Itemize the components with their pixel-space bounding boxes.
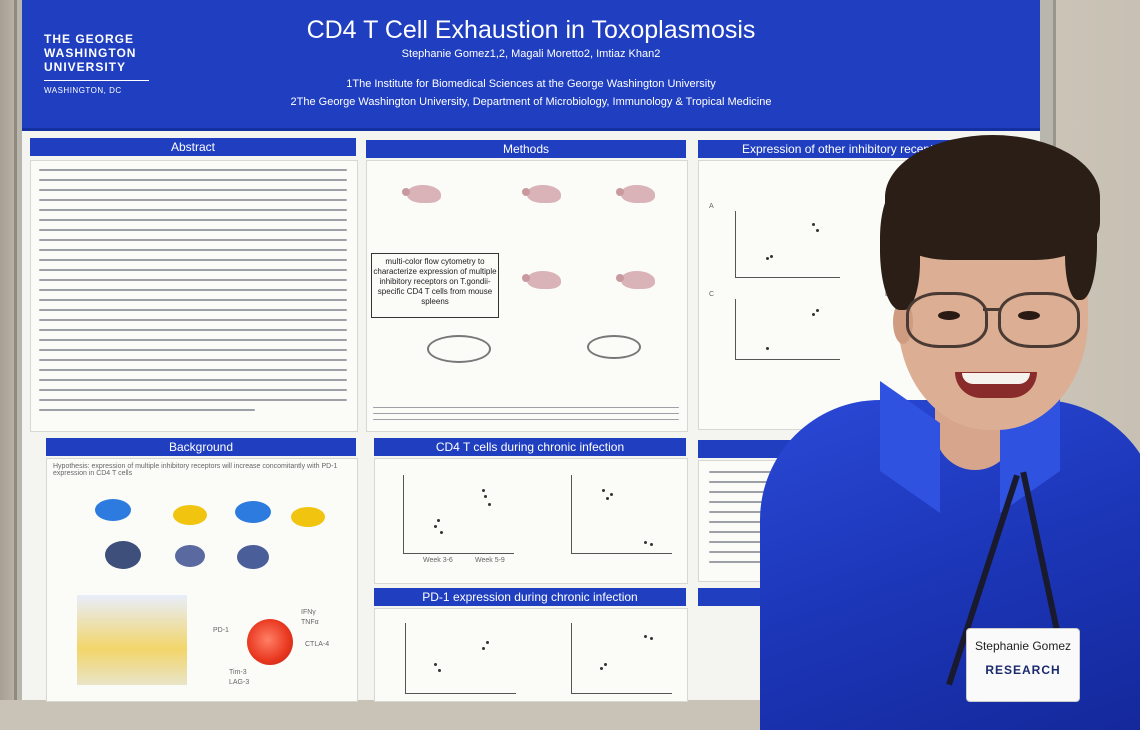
expression-plot-c [735,299,840,360]
logo-line-2: WASHINGTON [44,46,137,60]
pd1-heading: PD-1 expression during chronic infection [374,588,686,606]
cell-illustration [105,541,141,569]
cell-illustration [175,545,205,567]
mouse-illustration [402,185,441,203]
pd1-plot-b [571,623,672,694]
expression-plot-a [735,211,840,278]
panel-letter: C [709,291,715,298]
mouse-illustration [522,185,561,203]
glasses-lens-left [906,292,988,348]
conclusions-text [709,471,809,571]
logo-subtitle: WASHINGTON, DC [44,80,149,98]
chronic-infection-body: Week 3-6 Week 5-9 [374,458,688,584]
person-teeth [962,373,1030,384]
cell-illustration [173,505,207,525]
cell-illustration [95,499,131,521]
poster-affiliation-1: 1The Institute for Biomedical Sciences a… [346,78,716,90]
glasses-bridge [983,308,1001,311]
poster-title: CD4 T Cell Exhaustion in Toxoplasmosis [306,16,756,44]
background-body: Hypothesis: expression of multiple inhib… [46,458,358,702]
mouse-illustration [616,271,655,289]
t-cell-illustration [247,619,293,665]
logo-line-3: UNIVERSITY [44,60,127,74]
receptor-label: CTLA-4 [305,641,330,648]
cell-illustration [235,501,271,523]
badge-name: Stephanie Gomez [974,639,1072,653]
person-hair [880,190,920,310]
flow-plot-illustration [587,335,641,359]
mouse-illustration [522,271,561,289]
pd1-plot-a [405,623,516,694]
flow-plot-illustration [427,335,491,363]
abstract-text [39,169,347,419]
poster-banner: THE GEORGE WASHINGTON UNIVERSITY WASHING… [22,0,1040,131]
name-badge: Stephanie Gomez RESEARCH [966,628,1080,702]
abstract-body [30,160,358,432]
receptor-label: Tim-3 [229,669,247,676]
chronic-plot-b [571,475,672,554]
exhaustion-figure [77,595,187,685]
methods-heading: Methods [366,140,686,158]
poster-authors: Stephanie Gomez1,2, Magali Moretto2, Imt… [401,48,661,60]
background-hypothesis: Hypothesis: expression of multiple inhib… [53,463,338,477]
receptor-label: IFNγ [301,609,316,616]
receptor-label: LAG-3 [229,679,250,686]
panel-letter: A [709,203,714,210]
methods-body: multi-color flow cytometry to characteri… [366,160,688,432]
abstract-heading: Abstract [30,138,356,156]
background-heading: Background [46,438,356,456]
methods-caption [373,407,679,425]
glasses-lens-right [998,292,1080,348]
poster-affiliation-2: 2The George Washington University, Depar… [290,96,772,108]
receptor-label: TNFα [301,619,319,626]
badge-department: RESEARCH [985,663,1061,677]
cell-illustration [237,545,269,569]
university-logo: THE GEORGE WASHINGTON UNIVERSITY WASHING… [44,32,149,98]
week-label: Week 3-6 [423,557,453,564]
week-label: Week 5-9 [475,557,505,564]
receptor-label: PD-1 [213,627,229,634]
chronic-plot-a [403,475,514,554]
person-hair [1065,190,1097,300]
logo-line-1: THE GEORGE [44,32,135,46]
chronic-infection-heading: CD4 T cells during chronic infection [374,438,686,456]
pd1-body [374,608,688,702]
mouse-illustration [616,185,655,203]
person-hair [885,135,1100,260]
methods-summary: multi-color flow cytometry to characteri… [371,253,499,318]
person-eye-left [938,311,960,320]
cell-illustration [291,507,325,527]
